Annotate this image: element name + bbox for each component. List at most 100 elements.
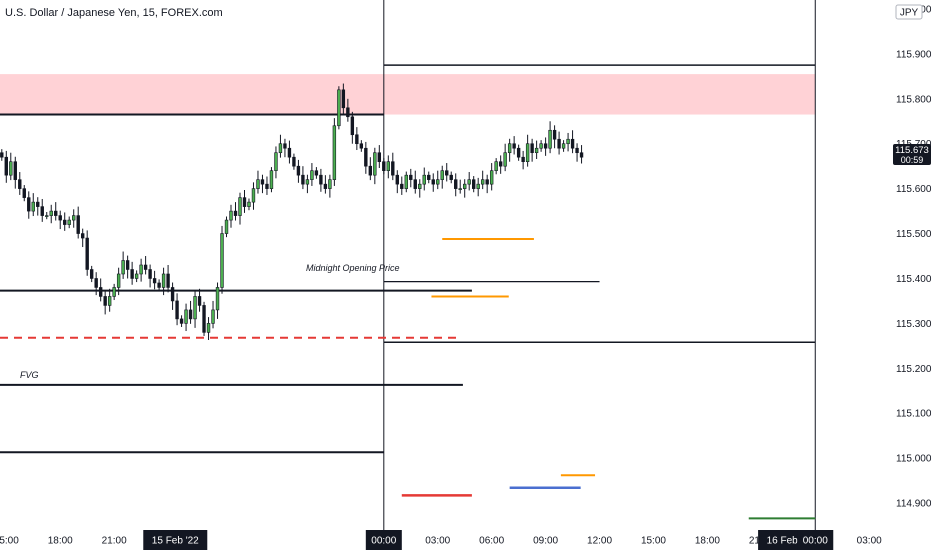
candle-body [516, 147, 521, 158]
candle-body [292, 156, 296, 167]
time-tick-label: 21:00 [102, 536, 127, 547]
time-axis-panel[interactable] [0, 530, 862, 550]
candle-body [476, 183, 480, 189]
candle-body [166, 273, 170, 288]
candle-body [94, 278, 98, 288]
candle-body [525, 143, 530, 162]
price-tick-label: 115.900 [896, 49, 932, 60]
candle-body [382, 161, 386, 171]
candle-body [31, 201, 35, 212]
candle-body [512, 143, 516, 149]
price-tick-label: 115.500 [896, 229, 932, 240]
currency-label: JPY [900, 8, 919, 19]
candle-body [85, 237, 89, 270]
candle-body [449, 174, 453, 180]
candle-body [206, 323, 211, 333]
time-tick-label: 09:00 [533, 536, 558, 547]
candle-body [72, 215, 76, 221]
candle-body [337, 89, 341, 127]
candle-body [422, 174, 426, 185]
candle-body [355, 134, 359, 145]
candle-body [494, 161, 498, 171]
candle-body [368, 165, 373, 176]
price-tick-label: 115.800 [896, 94, 932, 105]
candle-body [76, 215, 80, 234]
candle-body [125, 260, 130, 270]
candle-body [391, 161, 395, 176]
candle-body [409, 174, 413, 180]
candle-body [45, 215, 49, 217]
level-lines-layer [0, 64, 816, 520]
candle-body [332, 125, 337, 180]
candle-body [579, 152, 584, 158]
candle-body [346, 107, 350, 118]
candle-body [265, 183, 269, 189]
candle-body [98, 287, 103, 297]
candle-body [373, 152, 377, 176]
candle-body [170, 287, 175, 302]
candle-body [543, 143, 548, 149]
candle-body [498, 161, 503, 167]
currency-badge [895, 4, 923, 20]
candle-body [256, 179, 260, 189]
candle-body [296, 165, 301, 176]
price-tick-label: 114.900 [896, 499, 932, 510]
price-tick-label: 115.100 [896, 409, 932, 420]
candle-body [274, 152, 278, 171]
candle-body [0, 152, 4, 158]
candle-body [22, 188, 26, 198]
price-tick-label: 115.600 [896, 184, 932, 195]
candle-body [323, 183, 328, 189]
time-tick-highlight [365, 530, 402, 550]
day-separator-layer [383, 0, 816, 530]
candle-body [4, 156, 8, 176]
candle-body [107, 296, 112, 306]
candle-body [386, 161, 390, 171]
candle-body [215, 287, 220, 311]
candle-body [557, 138, 561, 149]
price-axis-panel[interactable] [862, 0, 932, 530]
candle-body [418, 183, 422, 189]
candle-body [157, 282, 161, 288]
candle-body [472, 179, 476, 189]
time-tick-label: 18:00 [695, 536, 720, 547]
candle-body [238, 197, 242, 216]
candle-body [395, 174, 399, 185]
candle-body [287, 147, 292, 158]
time-tick-highlight [143, 530, 208, 550]
resistance-zone-layer [0, 74, 816, 115]
last-price-marker [893, 144, 931, 165]
candle-body [269, 170, 274, 189]
candle-body [503, 152, 507, 167]
time-tick-label: 03:00 [425, 536, 450, 547]
time-tick-label: 15 Feb '22 [152, 536, 199, 547]
candle-body [197, 296, 202, 306]
candle-body [193, 296, 197, 320]
candle-body [404, 174, 408, 189]
candle-body [548, 129, 552, 149]
time-tick-label: 15:00 [0, 536, 19, 547]
candle-body [67, 219, 71, 225]
candle-body [400, 183, 404, 189]
candle-body [301, 174, 305, 185]
midnight-opening-price-label: Midnight Opening Price [306, 263, 400, 273]
candle-body [161, 273, 166, 288]
candle-body [436, 179, 440, 185]
time-tick-label: 00:00 [371, 536, 396, 547]
time-tick-label: 12:00 [587, 536, 612, 547]
candle-body [566, 138, 570, 145]
candle-body [310, 170, 314, 180]
candle-body [463, 183, 467, 189]
candle-body [229, 210, 233, 221]
candle-body [314, 170, 319, 176]
price-tick-label: 115.400 [896, 274, 932, 285]
candle-body [179, 318, 184, 324]
candle-body [242, 197, 247, 207]
candle-body [175, 300, 179, 320]
candle-body [283, 143, 287, 149]
time-tick-label: 18:00 [48, 536, 73, 547]
candle-body [233, 210, 238, 216]
time-tick-label: 16 Feb '22 [767, 536, 814, 547]
candle-body [152, 278, 157, 284]
